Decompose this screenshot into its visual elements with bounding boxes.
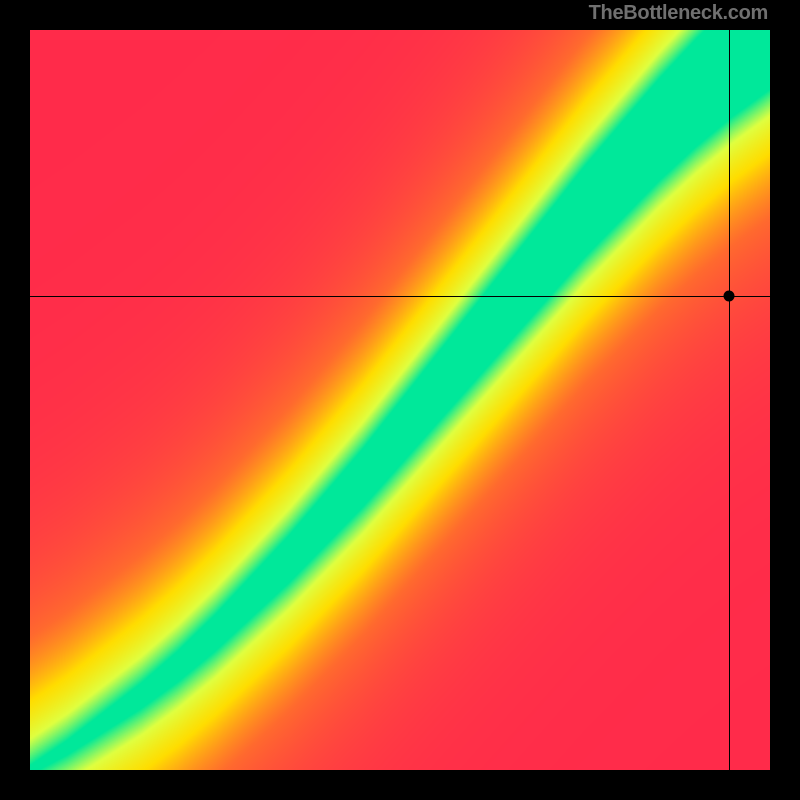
crosshair-horizontal [30,296,770,297]
plot-area [30,30,770,770]
watermark-text: TheBottleneck.com [589,2,768,25]
chart-container: TheBottleneck.com [0,0,800,800]
heatmap-canvas [30,30,770,770]
crosshair-marker [724,291,735,302]
crosshair-vertical [729,30,730,770]
